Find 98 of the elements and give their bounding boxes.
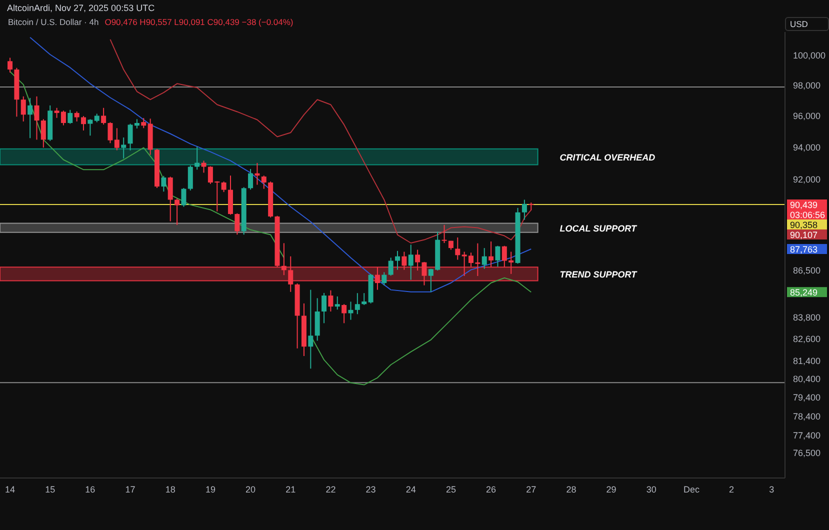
band-label: CRITICAL OVERHEAD: [560, 152, 656, 162]
candlestick: [168, 176, 173, 222]
x-tick-label: 30: [646, 484, 656, 494]
candlestick: [422, 261, 427, 286]
candlestick: [108, 122, 113, 144]
y-tick-label: 96,000: [793, 111, 821, 122]
chart-title: Bitcoin / U.S. Dollar · 4h: [8, 17, 99, 27]
x-tick-label: 2: [729, 484, 734, 494]
candlestick: [402, 251, 407, 270]
candlestick: [522, 199, 527, 220]
candlestick: [334, 296, 340, 310]
candlestick: [248, 168, 254, 190]
candlestick: [482, 248, 487, 270]
line-series: [110, 38, 532, 244]
candlestick: [455, 236, 460, 260]
candlestick: [374, 266, 380, 290]
x-tick-label: 19: [205, 484, 216, 494]
candlestick: [382, 272, 387, 286]
candlestick: [88, 118, 93, 136]
candlestick: [101, 107, 106, 126]
y-tick-label: 77,400: [793, 430, 821, 440]
candlestick: [322, 292, 327, 324]
x-tick-label: Dec: [683, 484, 700, 494]
text: 87,763: [790, 244, 818, 255]
x-tick-label: 17: [125, 484, 136, 494]
x-tick-label: 20: [246, 484, 256, 494]
y-tick-label: 98,000: [793, 80, 821, 91]
x-tick-label: 15: [45, 484, 56, 494]
candlestick: [415, 249, 420, 271]
text: AltcoinArdi, Nov 27, 2025 00:53 UTC: [7, 3, 155, 13]
candlestick: [8, 57, 13, 74]
y-tick-label: 78,400: [793, 411, 821, 422]
candlestick: [408, 244, 414, 280]
candlestick: [328, 290, 334, 312]
y-tick-label: 82,600: [793, 334, 821, 344]
y-axis-title: USD: [785, 17, 829, 31]
line-series: [30, 36, 532, 292]
candlestick: [395, 250, 400, 270]
band-label: TREND SUPPORT: [560, 269, 638, 280]
ref-line-label: 90,439: [790, 200, 818, 210]
candlestick: [174, 198, 180, 226]
x-tick-label: 26: [486, 484, 496, 494]
candlestick: [261, 175, 266, 190]
candlestick: [362, 292, 367, 306]
candlestick: [181, 188, 186, 208]
candlestick: [442, 224, 447, 244]
candlestick: [194, 146, 200, 170]
candlestick: [161, 175, 166, 192]
y-tick-label: 83,800: [793, 312, 821, 323]
candlestick: [281, 242, 286, 276]
candlestick: [234, 212, 240, 236]
candlestick: [221, 181, 226, 193]
candlestick: [141, 118, 146, 129]
candlestick: [114, 128, 120, 151]
text: 03:06:56: [790, 210, 826, 220]
x-tick-label: 24: [406, 484, 416, 494]
candlestick: [354, 292, 360, 315]
band-label: LOCAL SUPPORT: [560, 223, 638, 234]
x-tick-label: 23: [366, 484, 376, 494]
y-tick-label: 100,000: [793, 50, 826, 61]
y-tick-label: 92,000: [793, 174, 821, 184]
candlestick: [188, 164, 193, 191]
candlestick: [34, 96, 40, 140]
candlestick: [68, 109, 73, 124]
x-tick-label: 27: [526, 484, 536, 494]
candlestick: [74, 110, 80, 122]
x-tick-label: 28: [566, 484, 576, 494]
text: 85,249: [790, 288, 818, 298]
candlestick: [348, 301, 354, 320]
y-tick-label: 76,500: [793, 448, 821, 458]
candlestick: [495, 245, 500, 268]
y-tick-label: 79,400: [793, 392, 821, 403]
x-tick-label: 29: [606, 484, 616, 494]
candlestick: [201, 160, 206, 174]
chart-subtitle: O90,476 H90,557 L90,091 C90,439 −38 (−0.04%): [104, 17, 294, 27]
candlestick: [342, 304, 347, 324]
candlestick: [40, 118, 46, 148]
x-tick-label: 3: [769, 484, 774, 494]
x-tick-label: 14: [5, 484, 16, 494]
y-tick-label: 81,400: [793, 356, 821, 366]
x-tick-label: 22: [326, 484, 336, 494]
text: 90,107: [790, 230, 818, 240]
candlestick: [288, 256, 294, 292]
text: 90,358: [790, 220, 818, 230]
candlestick: [121, 137, 126, 159]
candlestick: [20, 96, 26, 122]
candlestick: [81, 116, 86, 131]
y-tick-label: 94,000: [793, 142, 821, 152]
x-tick-label: 18: [165, 484, 176, 494]
candlestick: [308, 289, 314, 370]
candlestick: [488, 240, 494, 268]
x-tick-label: 25: [446, 484, 456, 494]
x-tick-label: 21: [286, 484, 296, 494]
candlestick: [388, 257, 394, 276]
candlestick: [28, 97, 33, 139]
y-tick-label: 80,400: [793, 374, 821, 384]
y-tick-label: 86,500: [793, 266, 821, 276]
x-tick-label: 16: [85, 484, 96, 494]
